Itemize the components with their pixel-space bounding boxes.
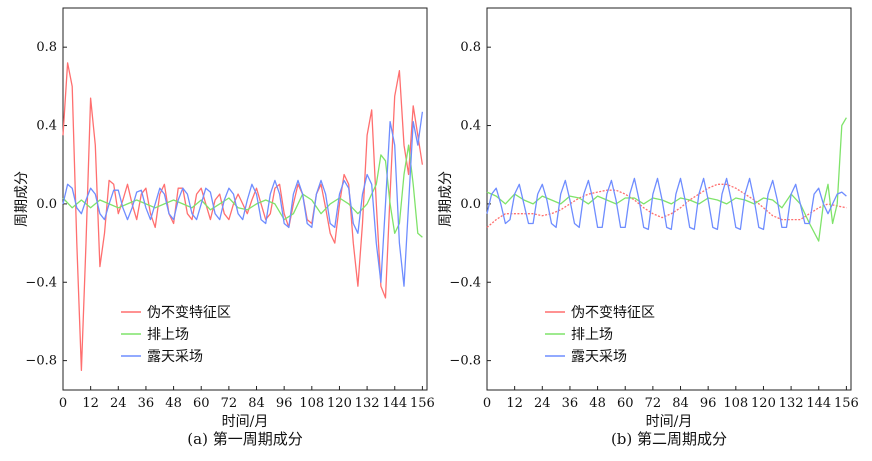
y-axis-label: 周期成分 (438, 171, 454, 227)
y-tick-label: 0.8 (36, 40, 57, 55)
x-tick-label: 36 (138, 396, 155, 411)
chart-panel-b: −0.8 −0.4 0.0 0.4 0.8 0 12 24 36 48 60 72 84 96 108 120… (438, 7, 859, 448)
x-tick-label: 24 (534, 396, 551, 411)
y-tick-label: 0.0 (460, 197, 481, 212)
series-line-2 (486, 117, 847, 242)
y-tick-label: 0.4 (36, 119, 57, 134)
legend-label: 排上场 (571, 327, 613, 343)
x-tick-label: 84 (672, 396, 689, 411)
x-tick-label: 144 (382, 396, 407, 411)
x-tick-label: 72 (645, 396, 662, 411)
x-tick-label: 132 (779, 396, 804, 411)
plot-frame (62, 7, 428, 391)
x-tick-label: 132 (355, 396, 380, 411)
chart-panel-a: −0.8 −0.4 0.0 0.4 0.8 0 12 24 36 48 60 72 84 96 108 120… (14, 7, 435, 448)
x-axis-label: 时间/月 (222, 414, 269, 430)
legend-label: 伪不变特征区 (147, 305, 231, 321)
y-tick-label: 0.8 (460, 40, 481, 55)
x-tick-label: 156 (410, 396, 435, 411)
plot-frame (486, 7, 852, 391)
y-axis-label: 周期成分 (14, 171, 30, 227)
x-tick-label: 36 (562, 396, 579, 411)
legend-label: 伪不变特征区 (571, 305, 655, 321)
x-tick-label: 96 (276, 396, 293, 411)
y-tick-label: −0.4 (25, 275, 57, 290)
x-axis-label: 时间/月 (646, 414, 693, 430)
panel-caption: (a) 第一周期成分 (187, 430, 302, 448)
series-line-1 (62, 62, 424, 372)
x-tick-label: 120 (327, 396, 352, 411)
x-tick-label: 84 (248, 396, 265, 411)
x-tick-label: 12 (82, 396, 99, 411)
x-tick-label: 120 (751, 396, 776, 411)
x-tick-label: 48 (165, 396, 182, 411)
series-line-1 (486, 183, 847, 228)
x-tick-label: 144 (806, 396, 831, 411)
x-tick-label: 60 (617, 396, 634, 411)
x-tick-label: 72 (221, 396, 238, 411)
x-tick-label: 12 (506, 396, 523, 411)
legend-label: 露天采场 (147, 349, 203, 365)
y-tick-label: −0.8 (25, 354, 57, 369)
series-line-3 (486, 177, 847, 231)
y-tick-label: 0.0 (36, 197, 57, 212)
x-tick-label: 0 (59, 396, 67, 411)
x-tick-label: 0 (483, 396, 491, 411)
y-tick-label: −0.8 (449, 354, 481, 369)
x-tick-label: 96 (700, 396, 717, 411)
y-tick-label: 0.4 (460, 119, 481, 134)
x-tick-label: 24 (110, 396, 127, 411)
x-tick-label: 48 (589, 396, 606, 411)
x-tick-label: 108 (299, 396, 324, 411)
series-line-2 (62, 144, 423, 238)
x-tick-label: 156 (834, 396, 859, 411)
x-tick-label: 60 (193, 396, 210, 411)
legend-label: 露天采场 (571, 349, 627, 365)
y-tick-label: −0.4 (449, 275, 481, 290)
series-line-3 (62, 111, 424, 287)
x-tick-label: 108 (723, 396, 748, 411)
legend-label: 排上场 (147, 327, 189, 343)
panel-caption: (b) 第二周期成分 (611, 430, 727, 448)
